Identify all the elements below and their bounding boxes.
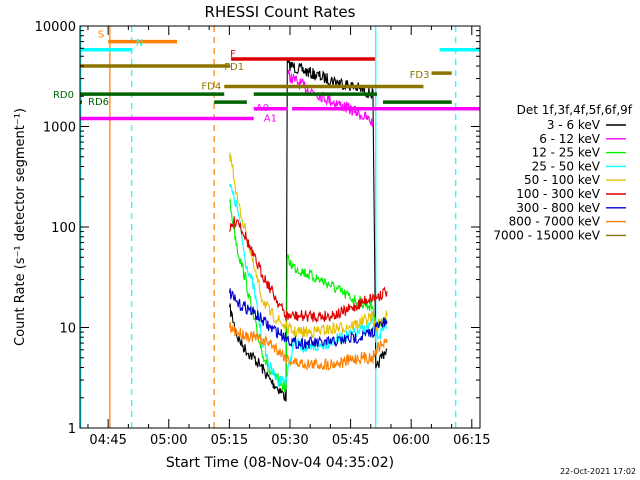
flag-label: RD0 — [53, 90, 74, 101]
flag-label: RD6 — [88, 97, 109, 108]
legend-entry-label: 7000 - 15000 keV — [493, 228, 600, 242]
series-line — [228, 321, 388, 372]
flag-label: F — [230, 49, 236, 60]
legend-entry-label: 3 - 6 keV — [547, 118, 601, 132]
x-tick-label: 04:45 — [89, 433, 126, 448]
x-axis-label: Start Time (08-Nov-04 04:35:02) — [166, 455, 394, 471]
series-line — [286, 70, 374, 127]
flag-label: FD1 — [224, 62, 244, 73]
y-axis-label: Count Rate (s⁻¹ detector segment⁻¹) — [13, 108, 28, 346]
x-tick-label: 06:15 — [453, 433, 490, 448]
legend-entry-label: 12 - 25 keV — [532, 146, 601, 160]
series-line — [229, 216, 388, 324]
legend-entry-label: 50 - 100 keV — [524, 173, 601, 187]
legend-entry-label: 100 - 300 keV — [516, 187, 600, 201]
legend-title: Det 1f,3f,4f,5f,6f,9f — [517, 103, 633, 117]
legend-entry-label: 800 - 7000 keV — [509, 215, 601, 229]
flag-label: N — [136, 38, 143, 49]
y-tick-label: 10 — [59, 322, 76, 337]
x-tick-label: 05:00 — [150, 433, 187, 448]
axes: 1 10 100 1000 10000 04:45 05:00 05:15 05:30 05:45… — [35, 20, 491, 448]
series-line — [228, 288, 388, 350]
x-tick-label: 06:00 — [392, 433, 429, 448]
chart-title: RHESSI Count Rates — [205, 3, 356, 21]
x-tick-label: 05:30 — [271, 433, 308, 448]
footer-timestamp: 22-Oct-2021 17:02 — [560, 467, 636, 476]
y-tick-label: 1 — [68, 422, 76, 437]
x-tick-label: 05:45 — [332, 433, 369, 448]
y-tick-label: 1000 — [43, 121, 76, 136]
flag-label: FD4 — [201, 82, 221, 93]
flag-label: FD3 — [410, 70, 430, 81]
legend-entry-label: 25 - 50 keV — [532, 159, 601, 173]
flag-label: A0 — [256, 103, 269, 114]
legend-entry-label: 300 - 800 keV — [516, 201, 600, 215]
y-tick-label: 100 — [51, 221, 76, 236]
legend-entry-label: 6 - 12 keV — [539, 132, 601, 146]
series-line — [228, 152, 388, 339]
flag-label: S — [98, 30, 104, 41]
series-line — [229, 197, 388, 393]
flag-label: A1 — [264, 114, 277, 125]
y-tick-label: 10000 — [35, 20, 76, 35]
x-tick-label: 05:15 — [211, 433, 248, 448]
